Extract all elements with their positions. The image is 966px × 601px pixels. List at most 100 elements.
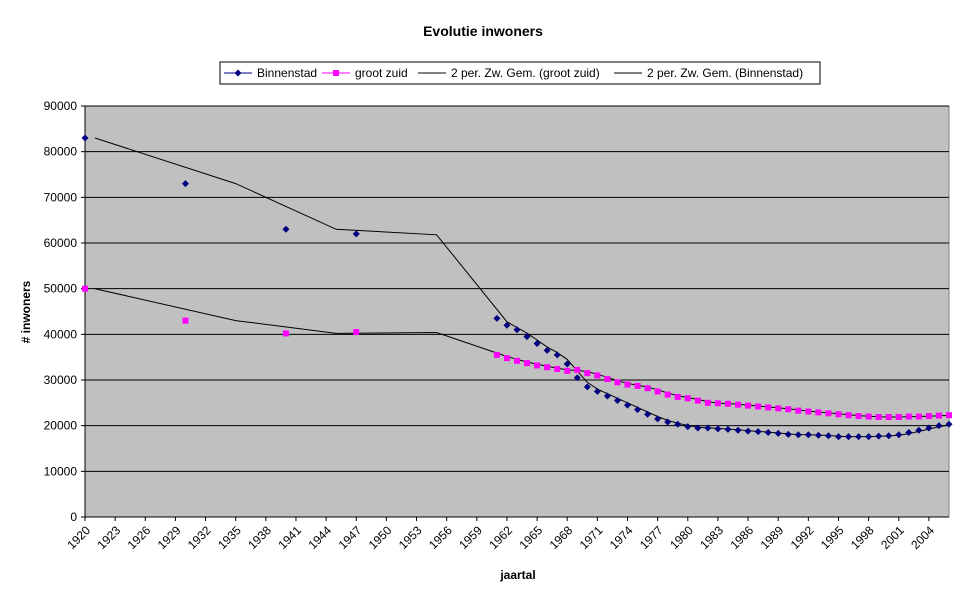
y-tick-label: 0 bbox=[70, 510, 77, 524]
x-tick-label: 1935 bbox=[215, 523, 244, 552]
legend-label: groot zuid bbox=[355, 66, 408, 80]
data-point bbox=[915, 413, 922, 420]
data-point bbox=[794, 431, 802, 439]
x-tick-label: 1938 bbox=[245, 523, 274, 552]
data-point bbox=[674, 393, 681, 400]
legend-item-3: 2 per. Zw. Gem. (Binnenstad) bbox=[614, 66, 803, 80]
x-tick-label: 1947 bbox=[336, 523, 365, 552]
data-point bbox=[654, 388, 661, 395]
x-tick-label: 1959 bbox=[456, 523, 485, 552]
y-tick-label: 80000 bbox=[44, 145, 78, 159]
data-point bbox=[764, 429, 772, 437]
series-layer bbox=[81, 134, 953, 441]
y-tick-label: 50000 bbox=[44, 282, 78, 296]
data-point bbox=[664, 391, 671, 398]
data-point bbox=[825, 410, 832, 417]
data-point bbox=[935, 412, 942, 419]
data-point bbox=[514, 357, 520, 364]
x-tick-label: 1920 bbox=[64, 523, 93, 552]
legend: Binnenstad groot zuid 2 per. Zw. Gem. (gro… bbox=[219, 61, 821, 85]
data-point bbox=[604, 376, 611, 383]
x-tick-label: 1980 bbox=[667, 523, 696, 552]
x-tick-label: 1983 bbox=[697, 523, 726, 552]
legend-marker bbox=[333, 70, 339, 76]
y-tick-label: 70000 bbox=[44, 190, 78, 204]
data-point bbox=[543, 346, 551, 354]
data-point bbox=[814, 431, 822, 439]
x-tick-label: 1971 bbox=[577, 523, 606, 552]
data-point bbox=[704, 399, 711, 406]
y-tick-label: 40000 bbox=[44, 327, 78, 341]
legend-marker bbox=[234, 69, 242, 77]
data-point bbox=[946, 412, 952, 419]
data-point bbox=[181, 180, 189, 188]
data-point bbox=[875, 413, 882, 420]
data-point bbox=[554, 366, 561, 373]
data-point bbox=[744, 427, 752, 435]
data-point bbox=[845, 412, 852, 419]
x-tick-label: 1998 bbox=[848, 523, 877, 552]
data-point bbox=[644, 410, 652, 418]
y-tick-label: 90000 bbox=[44, 99, 78, 113]
data-point bbox=[915, 426, 923, 434]
data-point bbox=[714, 400, 721, 407]
x-tick-label: 1950 bbox=[366, 523, 395, 552]
data-point bbox=[553, 351, 561, 359]
legend-label: 2 per. Zw. Gem. (groot zuid) bbox=[451, 66, 600, 80]
data-point bbox=[182, 317, 189, 324]
data-point bbox=[353, 329, 360, 336]
data-point bbox=[885, 413, 892, 420]
data-point bbox=[564, 367, 571, 374]
data-point bbox=[875, 432, 883, 440]
data-point bbox=[684, 423, 692, 431]
chart-title: Evolutie inwoners bbox=[423, 23, 543, 39]
data-point bbox=[533, 339, 541, 347]
data-point bbox=[614, 379, 621, 386]
plot-area bbox=[84, 105, 950, 518]
y-tick-label: 60000 bbox=[44, 236, 78, 250]
data-point bbox=[865, 413, 872, 420]
data-point bbox=[804, 431, 812, 439]
data-point bbox=[624, 401, 632, 409]
data-point bbox=[82, 285, 88, 292]
data-point bbox=[905, 413, 912, 420]
data-point bbox=[775, 405, 782, 412]
data-point bbox=[905, 429, 913, 437]
data-point bbox=[684, 395, 691, 402]
data-point bbox=[81, 134, 89, 142]
data-point bbox=[524, 360, 531, 367]
data-point bbox=[493, 314, 501, 322]
data-point bbox=[724, 425, 732, 433]
data-point bbox=[805, 408, 812, 415]
data-point bbox=[815, 409, 822, 416]
data-point bbox=[613, 397, 621, 405]
x-tick-label: 1953 bbox=[396, 523, 425, 552]
x-tick-label: 1962 bbox=[486, 523, 515, 552]
legend-label: Binnenstad bbox=[257, 66, 317, 80]
x-axis-title: jaartal bbox=[499, 568, 535, 582]
data-point bbox=[493, 351, 500, 358]
x-tick-label: 1989 bbox=[758, 523, 787, 552]
data-point bbox=[745, 402, 752, 409]
gridlines bbox=[85, 105, 949, 472]
data-point bbox=[795, 407, 802, 414]
x-tick-label: 1956 bbox=[426, 523, 455, 552]
legend-item-0: Binnenstad bbox=[224, 66, 317, 80]
data-point bbox=[784, 430, 792, 438]
data-point bbox=[534, 362, 541, 369]
data-point bbox=[503, 321, 511, 329]
data-point bbox=[855, 433, 863, 441]
data-point bbox=[734, 426, 742, 434]
data-point bbox=[714, 425, 722, 433]
x-tick-label: 2001 bbox=[878, 523, 907, 552]
x-tick-label: 1974 bbox=[607, 523, 636, 552]
data-point bbox=[544, 364, 551, 371]
data-point bbox=[674, 420, 682, 428]
x-tick-label: 1992 bbox=[788, 523, 817, 552]
data-point bbox=[785, 406, 792, 413]
data-point bbox=[584, 370, 591, 377]
y-tick-label: 30000 bbox=[44, 373, 78, 387]
series-1 bbox=[82, 285, 952, 420]
data-point bbox=[724, 400, 731, 407]
